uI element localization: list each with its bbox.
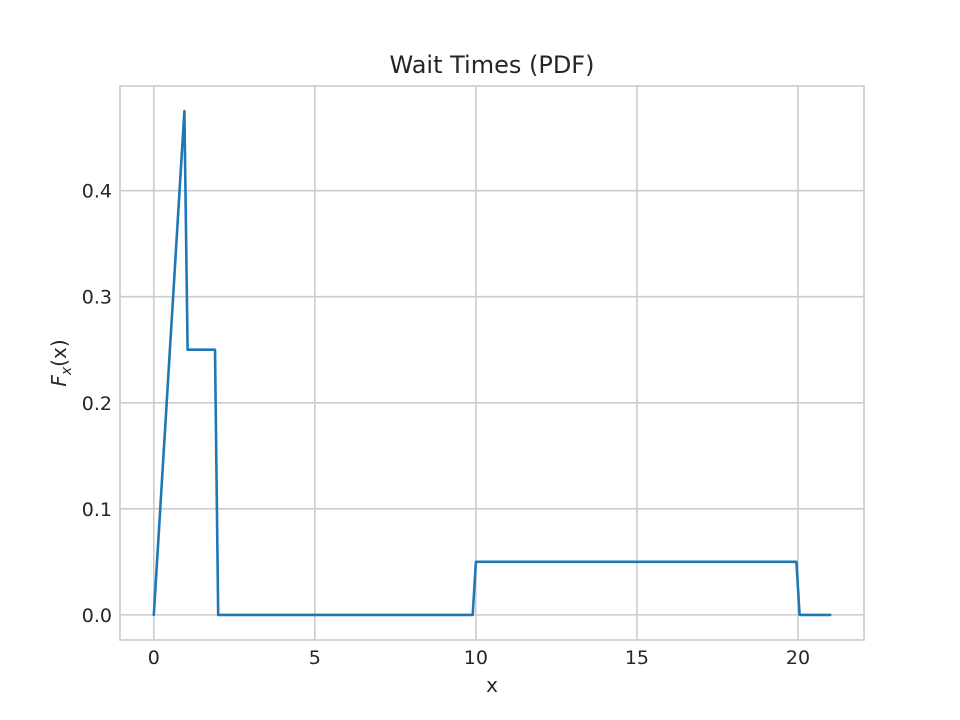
plot-frame — [119, 85, 865, 641]
series-layer — [152, 109, 832, 617]
x-axis-label: x — [486, 673, 498, 697]
y-axis-label-sub: x — [59, 366, 75, 376]
y-axis-label-main: F — [47, 375, 71, 387]
y-tick-label: 0.2 — [82, 393, 112, 415]
x-tick-label: 5 — [309, 647, 321, 669]
x-tick-label: 0 — [148, 647, 160, 669]
y-tick-label: 0.3 — [82, 287, 112, 309]
y-axis-label-arg: (x) — [47, 339, 71, 366]
series-line — [152, 109, 832, 617]
x-tick-label: 20 — [786, 647, 810, 669]
y-tick-label: 0.1 — [82, 499, 112, 521]
y-tick-label: 0.4 — [82, 181, 112, 203]
x-tick-label: 10 — [464, 647, 488, 669]
grid-layer — [120, 86, 864, 640]
y-axis-label-arg-text: (x) — [47, 339, 71, 366]
chart-title: Wait Times (PDF) — [390, 51, 595, 79]
x-tick-label: 15 — [625, 647, 649, 669]
y-tick-label: 0.0 — [82, 605, 112, 627]
y-axis-label: Fx(x) — [47, 339, 75, 386]
tick-layer: 0 5 10 15 20 0.0 0.1 0.2 0.3 0.4 — [82, 181, 810, 669]
